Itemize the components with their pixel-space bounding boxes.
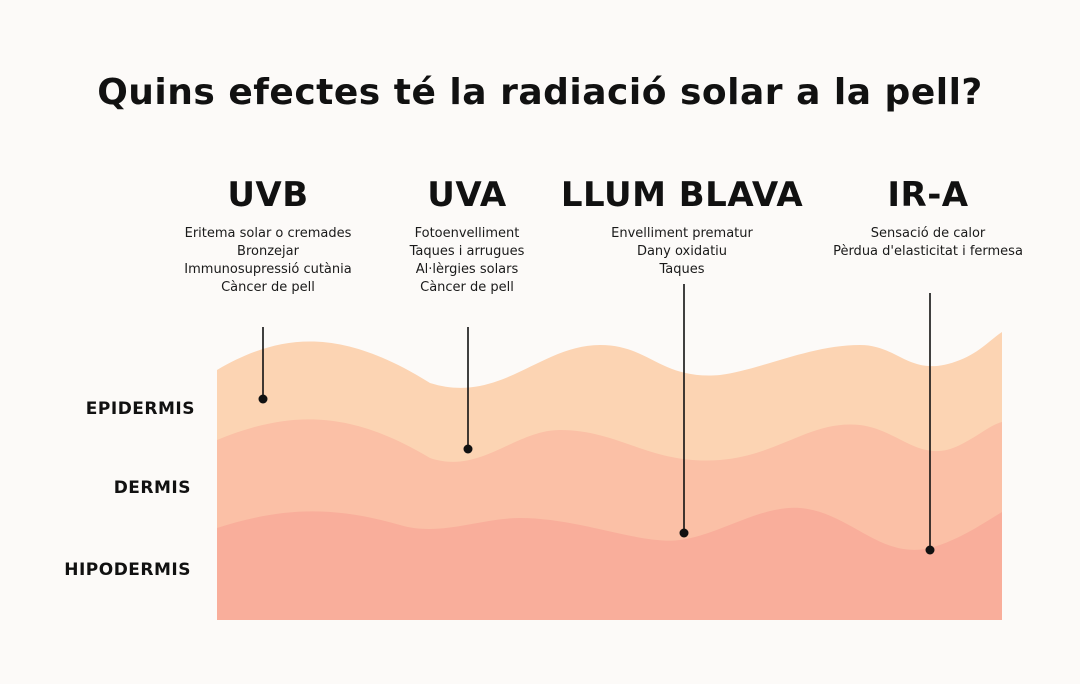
radiation-uvb-name: UVB [227, 175, 309, 215]
pointer-dot-llum-blava [679, 528, 689, 538]
pointer-dot-uvb [258, 394, 268, 404]
effect-item: Taques i arrugues [409, 244, 525, 259]
effect-item: Càncer de pell [420, 280, 514, 295]
layer-label-dermis: DERMIS [113, 478, 191, 498]
page-title: Quins efectes té la radiació solar a la … [97, 72, 983, 113]
radiation-ir-a-effects: Sensació de calor Pèrdua d'elasticitat i… [833, 225, 1023, 261]
effect-item: Fotoenvelliment [414, 226, 520, 241]
layer-hipodermis-band [217, 507, 1002, 620]
pointer-dot-uva [463, 444, 473, 454]
radiation-uvb-effects: Eritema solar o cremades Bronzejar Immun… [184, 225, 351, 297]
effect-item: Immunosupressió cutània [184, 262, 352, 277]
radiation-uva: UVA Fotoenvelliment Taques i arrugues Al… [410, 175, 525, 297]
effect-item: Taques [659, 262, 705, 277]
layer-label-hipodermis: HIPODERMIS [64, 560, 191, 580]
radiation-ir-a: IR-A Sensació de calor Pèrdua d'elastici… [833, 175, 1023, 261]
radiation-llum-blava: LLUM BLAVA Envelliment prematur Dany oxi… [561, 175, 803, 279]
effect-item: Al·lèrgies solars [415, 262, 519, 277]
effect-item: Bronzejar [237, 244, 299, 259]
effect-item: Eritema solar o cremades [184, 226, 352, 241]
effect-item: Dany oxidatiu [636, 244, 728, 259]
layer-label-epidermis: EPIDERMIS [85, 399, 195, 419]
effect-item: Càncer de pell [221, 280, 315, 295]
effect-item: Envelliment prematur [611, 226, 753, 241]
radiation-uvb: UVB Eritema solar o cremades Bronzejar I… [184, 175, 351, 297]
radiation-uva-name: UVA [427, 175, 507, 215]
radiation-ir-a-name: IR-A [887, 175, 969, 215]
radiation-llum-blava-name: LLUM BLAVA [560, 175, 804, 215]
radiation-uva-effects: Fotoenvelliment Taques i arrugues Al·lèr… [410, 225, 525, 297]
effect-item: Pèrdua d'elasticitat i fermesa [833, 244, 1023, 259]
effect-item: Sensació de calor [870, 226, 986, 241]
pointer-dot-ir-a [925, 545, 935, 555]
radiation-llum-blava-effects: Envelliment prematur Dany oxidatiu Taque… [561, 225, 803, 279]
